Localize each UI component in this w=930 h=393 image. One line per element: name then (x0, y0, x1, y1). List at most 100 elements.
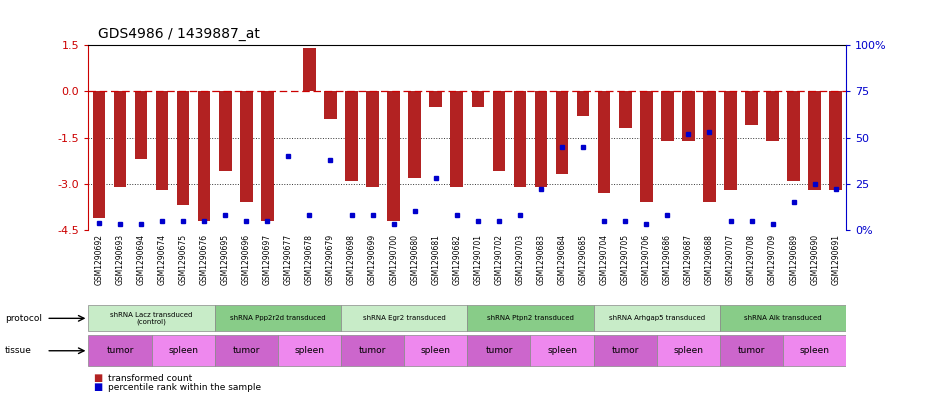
Bar (724, 91, 737, 190)
Text: spleen: spleen (547, 346, 578, 355)
Bar (657, 335, 720, 366)
Text: GSM1290698: GSM1290698 (347, 234, 356, 285)
Bar (341, 335, 405, 366)
Text: GSM1290683: GSM1290683 (537, 234, 546, 285)
Bar (450, 91, 463, 187)
Text: GSM1290702: GSM1290702 (495, 234, 503, 285)
Bar (219, 91, 232, 171)
Text: tissue: tissue (5, 346, 32, 355)
Bar (366, 91, 379, 187)
Bar (341, 305, 467, 331)
Text: spleen: spleen (295, 346, 325, 355)
Bar (661, 91, 673, 141)
Bar (468, 305, 593, 331)
Text: GSM1290682: GSM1290682 (452, 234, 461, 285)
Bar (135, 91, 147, 159)
Text: GSM1290700: GSM1290700 (389, 234, 398, 285)
Text: GSM1290675: GSM1290675 (179, 234, 188, 285)
Text: GSM1290687: GSM1290687 (684, 234, 693, 285)
Text: tumor: tumor (232, 346, 260, 355)
Text: tumor: tumor (359, 346, 386, 355)
Text: percentile rank within the sample: percentile rank within the sample (108, 383, 261, 391)
Bar (152, 335, 215, 366)
Bar (830, 91, 842, 190)
Text: GSM1290708: GSM1290708 (747, 234, 756, 285)
Bar (593, 335, 657, 366)
Bar (808, 91, 821, 190)
Text: GSM1290681: GSM1290681 (432, 234, 440, 285)
Text: GSM1290685: GSM1290685 (578, 234, 588, 285)
Bar (720, 305, 846, 331)
Text: GSM1290696: GSM1290696 (242, 234, 251, 285)
Text: spleen: spleen (420, 346, 451, 355)
Text: tumor: tumor (612, 346, 639, 355)
Bar (303, 48, 315, 91)
Text: GSM1290686: GSM1290686 (663, 234, 671, 285)
Bar (278, 335, 341, 366)
Text: shRNA Arhgap5 transduced: shRNA Arhgap5 transduced (609, 315, 705, 321)
Text: tumor: tumor (106, 346, 134, 355)
Text: GSM1290699: GSM1290699 (368, 234, 377, 285)
Text: GSM1290694: GSM1290694 (137, 234, 145, 285)
Text: shRNA Ppp2r2d transduced: shRNA Ppp2r2d transduced (230, 315, 326, 321)
Bar (513, 91, 526, 187)
Bar (556, 91, 568, 174)
Bar (783, 335, 846, 366)
Text: GSM1290691: GSM1290691 (831, 234, 841, 285)
Bar (468, 335, 530, 366)
Bar (720, 335, 783, 366)
Text: spleen: spleen (800, 346, 830, 355)
Bar (593, 305, 720, 331)
Text: GSM1290693: GSM1290693 (115, 234, 125, 285)
Bar (88, 305, 215, 331)
Text: GSM1290684: GSM1290684 (558, 234, 566, 285)
Bar (88, 335, 152, 366)
Text: GSM1290680: GSM1290680 (410, 234, 419, 285)
Bar (472, 91, 485, 107)
Text: GSM1290706: GSM1290706 (642, 234, 651, 285)
Bar (215, 305, 341, 331)
Text: shRNA Ptpn2 transduced: shRNA Ptpn2 transduced (487, 315, 574, 321)
Bar (93, 91, 105, 218)
Text: GSM1290709: GSM1290709 (768, 234, 777, 285)
Text: GSM1290701: GSM1290701 (473, 234, 483, 285)
Bar (405, 335, 468, 366)
Text: tumor: tumor (485, 346, 512, 355)
Text: GSM1290703: GSM1290703 (515, 234, 525, 285)
Text: shRNA Alk transduced: shRNA Alk transduced (744, 315, 822, 321)
Text: GSM1290705: GSM1290705 (620, 234, 630, 285)
Bar (745, 91, 758, 125)
Bar (619, 91, 631, 128)
Text: GSM1290674: GSM1290674 (157, 234, 166, 285)
Text: GSM1290688: GSM1290688 (705, 234, 714, 285)
Bar (240, 91, 253, 202)
Text: tumor: tumor (737, 346, 765, 355)
Text: shRNA Egr2 transduced: shRNA Egr2 transduced (363, 315, 445, 321)
Text: GSM1290695: GSM1290695 (220, 234, 230, 285)
Bar (325, 91, 337, 119)
Text: GSM1290704: GSM1290704 (600, 234, 608, 285)
Text: spleen: spleen (673, 346, 703, 355)
Bar (535, 91, 548, 187)
Bar (430, 91, 442, 107)
Text: spleen: spleen (168, 346, 198, 355)
Bar (640, 91, 653, 202)
Bar (113, 91, 126, 187)
Text: GSM1290677: GSM1290677 (284, 234, 293, 285)
Bar (788, 91, 800, 181)
Text: GSM1290692: GSM1290692 (94, 234, 103, 285)
Bar (682, 91, 695, 141)
Bar (345, 91, 358, 181)
Bar (215, 335, 278, 366)
Text: GSM1290697: GSM1290697 (263, 234, 272, 285)
Bar (177, 91, 190, 205)
Text: GSM1290690: GSM1290690 (810, 234, 819, 285)
Text: ■: ■ (93, 382, 102, 392)
Text: transformed count: transformed count (108, 374, 193, 382)
Text: protocol: protocol (5, 314, 42, 323)
Bar (387, 91, 400, 220)
Text: GSM1290689: GSM1290689 (790, 234, 798, 285)
Text: shRNA Lacz transduced
(control): shRNA Lacz transduced (control) (111, 312, 193, 325)
Bar (703, 91, 716, 202)
Text: GSM1290676: GSM1290676 (200, 234, 208, 285)
